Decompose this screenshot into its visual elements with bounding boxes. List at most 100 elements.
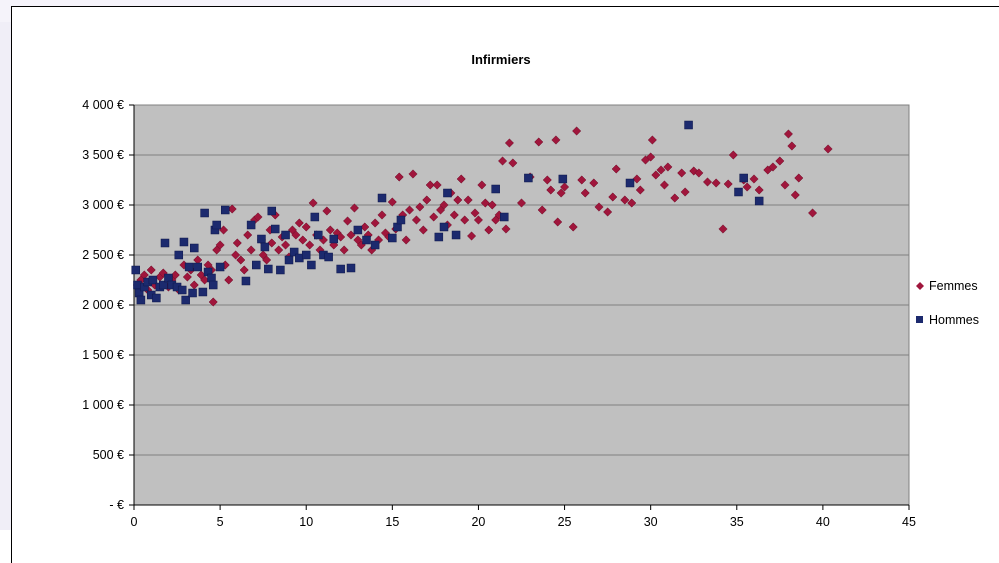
femmes-point: [439, 200, 449, 210]
hommes-point: [174, 250, 184, 260]
femmes-point: [339, 245, 349, 255]
hommes-point: [131, 265, 140, 275]
hommes-point: [754, 196, 764, 206]
legend-femmes-marker: [916, 282, 924, 290]
x-tick-label: 15: [385, 515, 399, 529]
femmes-point: [501, 224, 511, 234]
femmes-point: [718, 224, 728, 234]
femmes-point: [158, 268, 168, 278]
y-tick-label: - €: [109, 498, 124, 512]
hommes-point: [193, 262, 202, 272]
femmes-point: [449, 210, 459, 220]
femmes-point: [790, 190, 800, 200]
femmes-point: [553, 217, 563, 227]
x-tick-label: 0: [131, 515, 138, 529]
femmes-point: [783, 129, 793, 139]
hommes-point: [160, 238, 170, 248]
hommes-point: [159, 280, 168, 290]
femmes-point: [537, 205, 547, 215]
chart-area: Infirmiers - € 500 € 1 000 € 1 500 € 2 000 €…: [11, 6, 999, 563]
femmes-point: [422, 195, 432, 205]
femmes-point: [246, 245, 256, 255]
hommes-point: [301, 250, 311, 260]
femmes-point: [608, 192, 618, 202]
femmes-point: [551, 135, 561, 145]
legend-hommes-label: Hommes: [929, 313, 979, 327]
femmes-point: [487, 200, 497, 210]
hommes-point: [439, 222, 449, 232]
hommes-point: [252, 260, 261, 270]
hommes-point: [284, 255, 294, 265]
femmes-point: [568, 222, 578, 232]
femmes-point: [298, 235, 308, 245]
femmes-point: [470, 208, 480, 218]
hommes-point: [184, 262, 194, 272]
femmes-point: [670, 193, 680, 203]
femmes-point: [453, 195, 463, 205]
femmes-point: [460, 215, 470, 225]
femmes-point: [274, 245, 284, 255]
femmes-point: [728, 150, 738, 160]
femmes-point: [577, 175, 587, 185]
femmes-point: [508, 158, 518, 168]
femmes-point: [291, 230, 301, 240]
y-tick-label: 2 000 €: [82, 298, 124, 312]
femmes-point: [768, 162, 778, 172]
femmes-point: [651, 170, 661, 180]
hommes-point: [443, 188, 452, 198]
hommes-point: [396, 215, 406, 225]
femmes-point: [647, 135, 657, 145]
femmes-point: [477, 180, 487, 190]
hommes-point: [524, 173, 533, 183]
femmes-point: [702, 177, 713, 187]
femmes-point: [780, 180, 790, 190]
hommes-point: [388, 233, 397, 243]
femmes-point: [262, 255, 272, 265]
hommes-point: [625, 178, 635, 188]
series-hommes: [131, 120, 764, 305]
hommes-point: [246, 220, 256, 230]
femmes-point: [627, 198, 637, 208]
femmes-point: [253, 212, 263, 222]
femmes-point: [411, 215, 421, 225]
femmes-point: [711, 178, 721, 188]
hommes-point: [276, 265, 285, 275]
femmes-point: [749, 174, 759, 184]
y-tick-label: 1 000 €: [82, 398, 124, 412]
y-tick-label: 500 €: [93, 448, 124, 462]
hommes-point: [353, 225, 363, 235]
femmes-point: [794, 173, 804, 183]
hommes-point: [734, 187, 743, 197]
femmes-point: [659, 180, 669, 190]
hommes-point: [491, 184, 500, 194]
hommes-point: [377, 193, 387, 203]
hommes-point: [148, 275, 158, 285]
hommes-point: [307, 260, 316, 270]
y-tick-label: 1 500 €: [82, 348, 124, 362]
femmes-point: [294, 218, 304, 228]
femmes-point: [281, 240, 291, 250]
femmes-point: [224, 275, 234, 285]
femmes-point: [405, 205, 415, 215]
hommes-point: [684, 120, 693, 130]
hommes-point: [198, 287, 208, 297]
femmes-point: [656, 165, 666, 175]
femmes-point: [680, 187, 690, 197]
hommes-point: [281, 230, 290, 240]
femmes-point: [572, 126, 582, 136]
femmes-point: [387, 197, 397, 207]
femmes-point: [325, 225, 335, 235]
axes: [129, 104, 910, 510]
femmes-point: [308, 198, 318, 208]
femmes-point: [208, 297, 218, 307]
femmes-point: [611, 164, 621, 174]
femmes-point: [754, 185, 764, 195]
femmes-point: [267, 238, 277, 248]
x-tick-label: 45: [902, 515, 916, 529]
x-tick-label: 5: [217, 515, 224, 529]
femmes-point: [580, 188, 590, 198]
femmes-point: [415, 202, 425, 212]
femmes-point: [215, 240, 225, 250]
femmes-point: [418, 225, 428, 235]
hommes-point: [270, 224, 280, 234]
